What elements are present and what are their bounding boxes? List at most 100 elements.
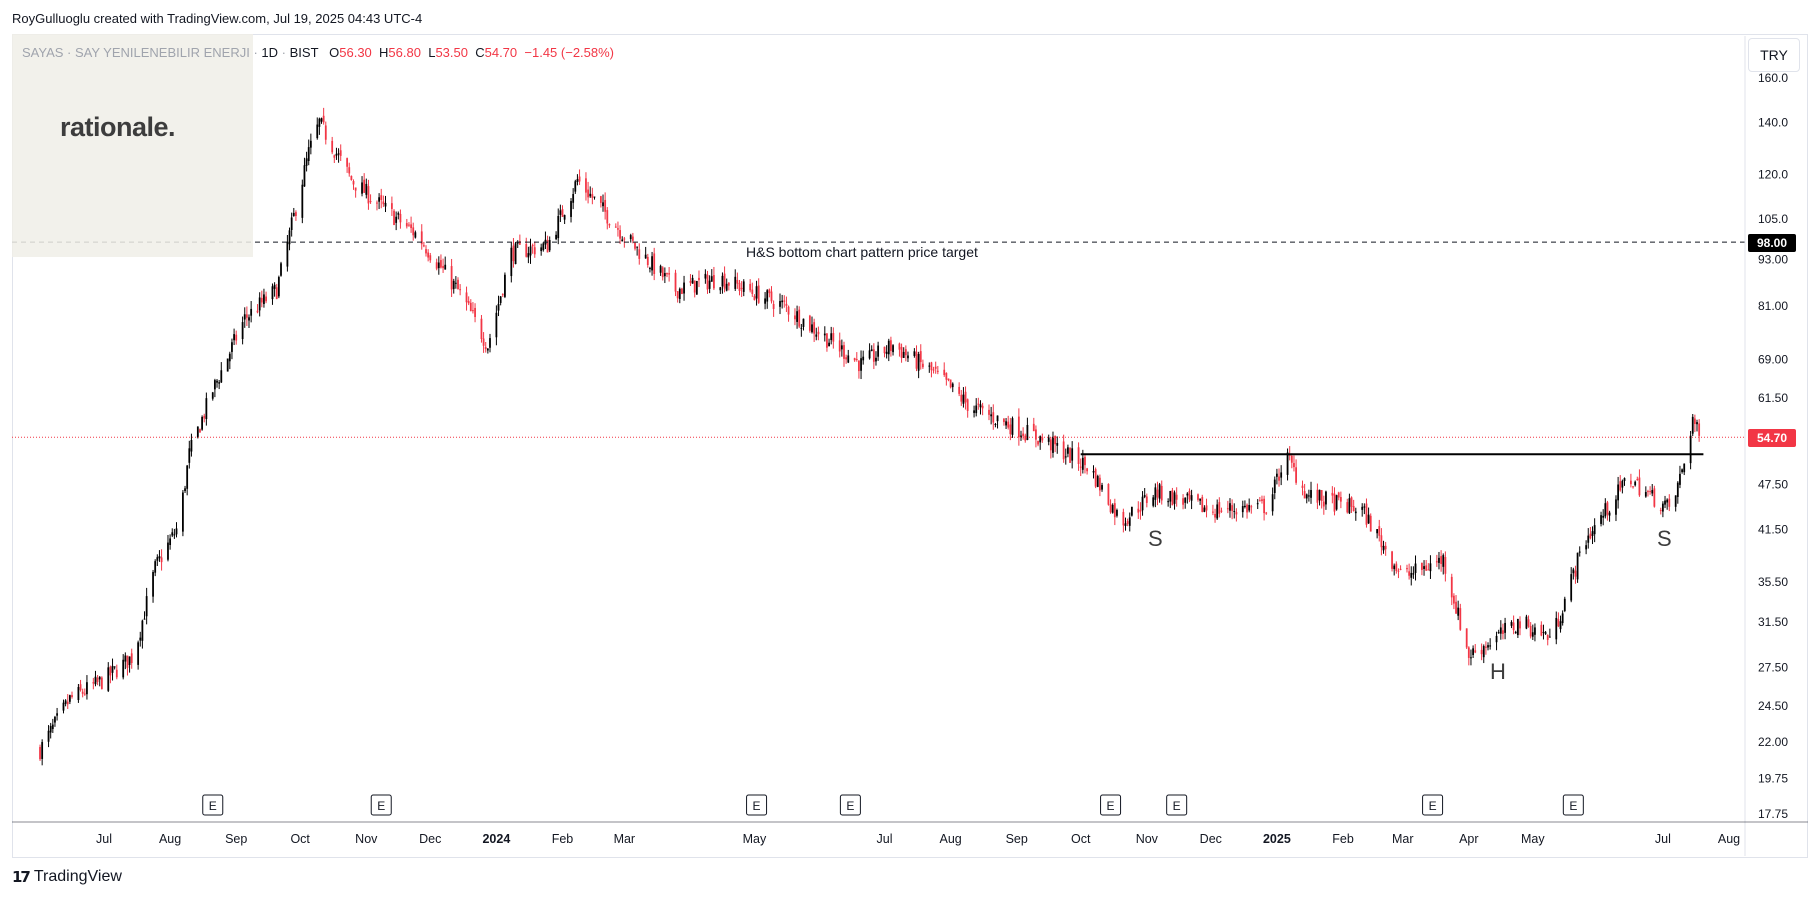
- candle: [936, 365, 939, 375]
- pattern-label-right-shoulder[interactable]: S: [1657, 526, 1672, 551]
- candle: [921, 359, 924, 369]
- currency-button[interactable]: TRY: [1748, 38, 1800, 72]
- candle: [231, 338, 233, 360]
- candle: [749, 279, 752, 293]
- candle: [260, 290, 263, 308]
- candle: [1559, 615, 1562, 633]
- candle: [263, 288, 265, 308]
- y-tick-label: 19.75: [1758, 771, 1788, 785]
- candle: [1098, 474, 1101, 497]
- candle: [1005, 418, 1007, 429]
- candle: [1578, 546, 1581, 557]
- interval[interactable]: 1D: [261, 45, 279, 60]
- candle: [1316, 483, 1319, 510]
- candle: [1638, 469, 1641, 497]
- candle: [100, 676, 103, 690]
- candle: [646, 253, 649, 268]
- candle: [1271, 487, 1274, 516]
- candle: [990, 406, 993, 425]
- tradingview-logo[interactable]: 𝟭𝟳 TradingView: [12, 868, 122, 886]
- candle: [802, 318, 805, 331]
- candle: [589, 186, 592, 198]
- candle: [689, 274, 692, 287]
- symbol-legend[interactable]: SAYAS · SAY YENILENEBILIR ENERJI · 1D · …: [22, 45, 615, 60]
- candle: [143, 611, 146, 620]
- candle: [1495, 631, 1498, 651]
- y-tick-label: 93.00: [1758, 253, 1788, 267]
- candle: [830, 326, 833, 345]
- y-tick-label: 120.0: [1758, 167, 1788, 181]
- x-tick-label: Aug: [939, 832, 961, 846]
- earnings-marker: E: [1562, 794, 1584, 816]
- candle: [979, 400, 982, 415]
- candle: [1244, 500, 1246, 509]
- candle: [1101, 482, 1103, 492]
- candle: [186, 464, 189, 496]
- candle: [1696, 419, 1698, 432]
- candle: [68, 694, 71, 705]
- pattern-label-head[interactable]: H: [1490, 659, 1506, 684]
- candle: [617, 221, 619, 237]
- x-tick-label: 2024: [482, 832, 510, 846]
- candle: [1634, 480, 1637, 487]
- svg-text:E: E: [1107, 799, 1115, 813]
- low-label: L: [428, 45, 436, 60]
- x-tick-label: Dec: [419, 832, 441, 846]
- candle: [1039, 435, 1042, 450]
- candle: [781, 294, 784, 309]
- open-label: O: [329, 45, 340, 60]
- symbol-name[interactable]: SAYAS · SAY YENILENEBILIR ENERJI: [22, 45, 250, 60]
- candle: [92, 677, 95, 690]
- candle: [858, 360, 860, 379]
- svg-text:E: E: [377, 799, 385, 813]
- candle: [1246, 503, 1248, 519]
- candle: [1510, 620, 1513, 629]
- candle: [335, 147, 338, 160]
- x-tick-label: May: [743, 832, 767, 846]
- candle: [593, 196, 596, 200]
- candle: [1376, 529, 1379, 539]
- candle: [992, 404, 995, 430]
- candle: [1290, 453, 1293, 469]
- candle: [382, 195, 385, 207]
- candle: [1173, 490, 1176, 510]
- candle: [1156, 481, 1159, 506]
- candle: [250, 301, 253, 323]
- pattern-label-left-shoulder[interactable]: S: [1148, 526, 1163, 551]
- candle: [883, 346, 886, 358]
- candle: [1049, 437, 1052, 459]
- candle: [1086, 467, 1089, 475]
- candle: [1621, 479, 1624, 494]
- candle: [1337, 491, 1340, 501]
- candle: [367, 179, 370, 210]
- candle: [796, 305, 798, 329]
- candle: [555, 231, 557, 241]
- candle: [1544, 630, 1547, 635]
- candle: [160, 549, 163, 571]
- candle: [1258, 496, 1261, 502]
- candle: [484, 341, 487, 353]
- candle: [1256, 499, 1259, 510]
- chart-frame[interactable]: [12, 34, 1808, 858]
- candle: [576, 174, 579, 186]
- svg-text:E: E: [1429, 799, 1437, 813]
- candle: [115, 664, 118, 680]
- target-annotation[interactable]: H&S bottom chart pattern price target: [746, 244, 978, 260]
- target-price-tag: 98.00: [1748, 234, 1796, 252]
- candle: [1128, 512, 1131, 532]
- candle: [1056, 436, 1059, 454]
- y-tick-label: 61.50: [1758, 391, 1788, 405]
- candle: [243, 307, 246, 328]
- candle: [585, 172, 587, 201]
- earnings-marker: E: [202, 794, 224, 816]
- candle: [1593, 518, 1596, 543]
- candle: [216, 379, 218, 388]
- candle: [1154, 483, 1157, 508]
- candle: [757, 278, 760, 304]
- candle: [1470, 649, 1472, 666]
- candle: [875, 351, 877, 366]
- candle: [719, 286, 722, 294]
- candle: [542, 241, 545, 252]
- candle: [1320, 489, 1323, 509]
